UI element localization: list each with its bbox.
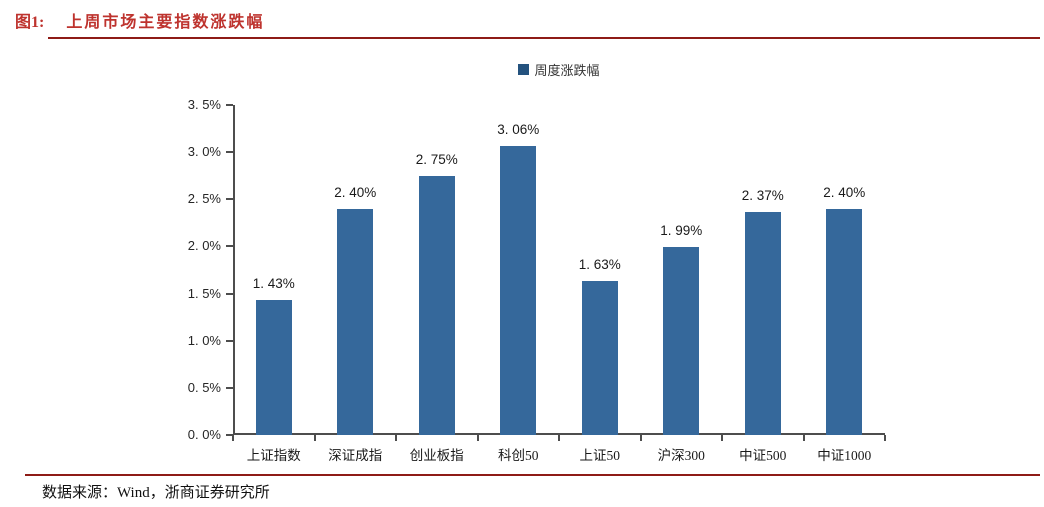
y-axis-tick-mark [226,386,233,389]
figure-header: 图1: 上周市场主要指数涨跌幅 [15,8,264,32]
y-axis-tick-mark [226,434,233,436]
y-axis-tick-label: 0. 0% [187,427,221,442]
y-axis-tick-mark [226,245,233,248]
y-axis-tick-label: 3. 0% [187,144,221,160]
x-axis-tick-mark [721,435,723,441]
x-axis-category-label: 上证指数 [246,448,301,463]
bar-value-label: 2. 75% [415,151,458,167]
y-axis-tick-label: 2. 0% [187,238,221,254]
plot-area [233,105,885,435]
y-axis-tick-label: 2. 5% [187,191,221,207]
data-source: 数据来源：Wind，浙商证券研究所 [42,485,270,501]
bar-沪深300 [663,247,700,435]
bar-value-label: 1. 99% [660,223,703,239]
y-axis-tick-label: 1. 0% [187,332,221,348]
x-axis-tick-mark [395,435,397,441]
x-axis-category-label: 科创50 [498,448,539,463]
bar-value-label: 1. 43% [252,276,295,292]
figure-title: 上周市场主要指数涨跌幅 [66,14,265,31]
legend-square-icon [518,64,530,75]
bar-创业板指 [418,175,455,435]
y-axis-tick-label: 3. 5% [187,97,221,112]
x-axis-tick-mark [313,435,316,441]
bar-科创50 [500,146,537,435]
bar-上证50 [581,281,618,435]
legend-label: 周度涨跌幅 [534,63,600,78]
bar-value-label: 2. 40% [823,184,866,200]
x-axis-category-label: 沪深300 [657,448,705,463]
bar-value-label: 3. 06% [497,122,540,138]
x-axis-tick-mark [802,435,805,441]
x-axis-category-label: 中证500 [739,448,787,463]
y-axis-tick-mark [226,198,233,201]
x-axis-category-label: 中证1000 [817,448,872,463]
footer-divider [25,474,1040,476]
bar-中证500 [744,211,781,435]
title-underline [48,37,1040,39]
bar-深证成指 [337,208,374,435]
x-axis-tick-mark [558,435,560,441]
x-axis-category-label: 深证成指 [328,448,383,463]
y-axis-tick-mark [226,104,233,106]
x-axis-tick-mark [639,435,642,441]
bar-value-label: 2. 37% [741,187,784,203]
y-axis-tick-mark [226,339,233,342]
figure-label: 图1: [15,14,45,31]
bar-value-label: 1. 63% [578,257,621,273]
y-axis-tick-mark [226,292,233,295]
y-axis-tick-mark [226,151,233,154]
x-axis-category-label: 创业板指 [409,448,464,463]
chart-legend: 周度涨跌幅 [233,60,885,79]
y-axis-tick-label: 0. 5% [187,379,221,395]
x-axis-tick-mark [884,435,886,441]
x-axis-tick-mark [476,435,479,441]
bar-value-label: 2. 40% [334,184,377,200]
y-axis-tick-label: 1. 5% [187,285,221,301]
x-axis-category-label: 上证50 [579,448,621,463]
bar-上证指数 [255,300,292,435]
bar-中证1000 [826,208,863,435]
x-axis-tick-mark [232,435,234,441]
